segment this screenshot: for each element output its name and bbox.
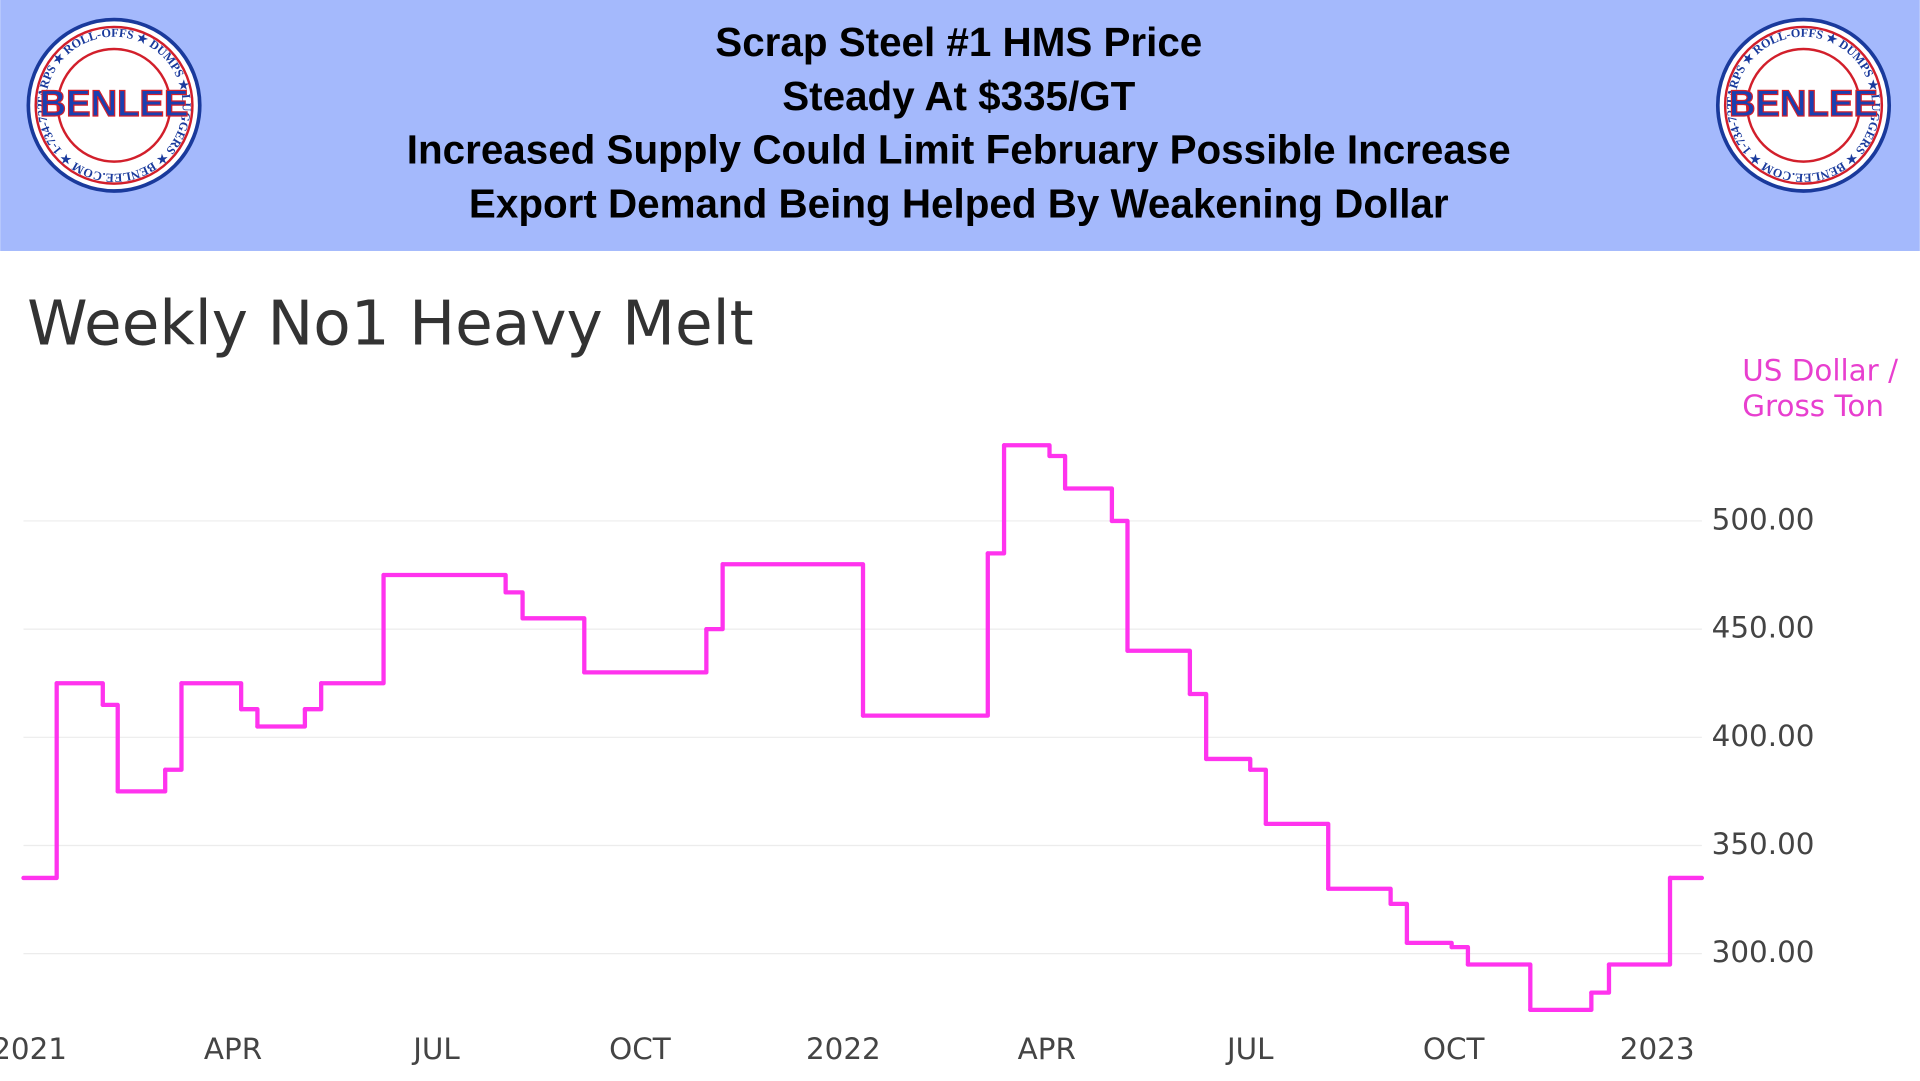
step-line bbox=[1204, 756, 1253, 772]
plot: 300.00 350.00 400.00 450.00 500.00 2021 APR JUL… bbox=[0, 443, 1815, 1066]
step-line bbox=[1125, 648, 1193, 697]
step-line bbox=[1465, 962, 1533, 1013]
step-line bbox=[1326, 886, 1393, 907]
logo: TARPS ★ ROLL-OFFS ★ DUMPS ★ LUGGERS ★ BE… bbox=[26, 17, 202, 193]
header-title: Scrap Steel #1 HMS Price Steady At $335/G… bbox=[407, 19, 1511, 227]
step-line bbox=[1449, 945, 1471, 967]
step-line bbox=[860, 551, 990, 718]
step-line bbox=[255, 707, 308, 729]
x-tick-label: JUL bbox=[1225, 1032, 1274, 1066]
x-tick-label: OCT bbox=[609, 1032, 672, 1066]
x-tick-label: APR bbox=[204, 1032, 262, 1066]
x-tick-label: OCT bbox=[1423, 1032, 1486, 1066]
step-line bbox=[520, 616, 587, 675]
step-line bbox=[582, 626, 709, 675]
logo-core bbox=[56, 47, 172, 163]
x-tick-label: 2022 bbox=[806, 1032, 881, 1066]
chart-title: Weekly No1 Heavy Melt bbox=[27, 289, 754, 360]
step-line bbox=[1001, 443, 1052, 459]
x-tick-label: JUL bbox=[411, 1032, 460, 1066]
logo-inner bbox=[1723, 25, 1884, 185]
step-line bbox=[1606, 875, 1673, 967]
header-line: Export Demand Being Helped By Weakening … bbox=[469, 181, 1449, 227]
axis-unit: Gross Ton bbox=[1742, 389, 1884, 423]
step-line bbox=[1047, 453, 1068, 491]
logo-inner bbox=[34, 25, 194, 185]
logo-name: BENLEE bbox=[1729, 83, 1878, 124]
x-tick-label: APR bbox=[1018, 1032, 1076, 1066]
step-line bbox=[54, 681, 105, 707]
step-line bbox=[21, 681, 59, 881]
y-tick-label: 300.00 bbox=[1712, 935, 1815, 969]
step-line bbox=[1388, 901, 1410, 945]
step-line bbox=[319, 572, 386, 686]
x-tick-label: 2021 bbox=[0, 1032, 67, 1066]
header-line: Steady At $335/GT bbox=[782, 73, 1135, 119]
step-line bbox=[1187, 691, 1209, 762]
y-tick-label: 350.00 bbox=[1712, 827, 1815, 861]
logo-name: BENLEE bbox=[40, 83, 189, 124]
step-line bbox=[503, 590, 525, 621]
header-line: Increased Supply Could Limit February Po… bbox=[407, 127, 1511, 173]
step-line bbox=[381, 572, 508, 595]
step-line bbox=[1404, 940, 1454, 950]
axis-unit: US Dollar / bbox=[1742, 354, 1898, 388]
step-line bbox=[163, 681, 184, 772]
y-tick-label: 450.00 bbox=[1712, 611, 1815, 645]
step-line bbox=[115, 767, 168, 794]
step-line bbox=[985, 443, 1007, 556]
y-tick-label: 500.00 bbox=[1712, 502, 1815, 536]
x-tick-label: 2023 bbox=[1620, 1032, 1695, 1066]
step-line bbox=[1528, 990, 1594, 1013]
step-line bbox=[1062, 486, 1115, 524]
header-line: Scrap Steel #1 HMS Price bbox=[715, 19, 1202, 65]
step-line bbox=[1589, 962, 1612, 995]
logo-core bbox=[1745, 47, 1862, 163]
step-line bbox=[1263, 821, 1331, 891]
header-banner bbox=[0, 0, 1920, 251]
step-line bbox=[239, 707, 260, 729]
step-line bbox=[704, 562, 725, 632]
step-line bbox=[1248, 767, 1268, 826]
step-line bbox=[100, 702, 120, 794]
step-line bbox=[179, 681, 244, 712]
logo: TARPS ★ ROLL-OFFS ★ DUMPS ★ LUGGERS ★ BE… bbox=[1715, 17, 1892, 193]
y-tick-label: 400.00 bbox=[1712, 719, 1815, 753]
step-line bbox=[1109, 518, 1130, 653]
step-line bbox=[302, 681, 324, 712]
step-line bbox=[720, 562, 866, 718]
